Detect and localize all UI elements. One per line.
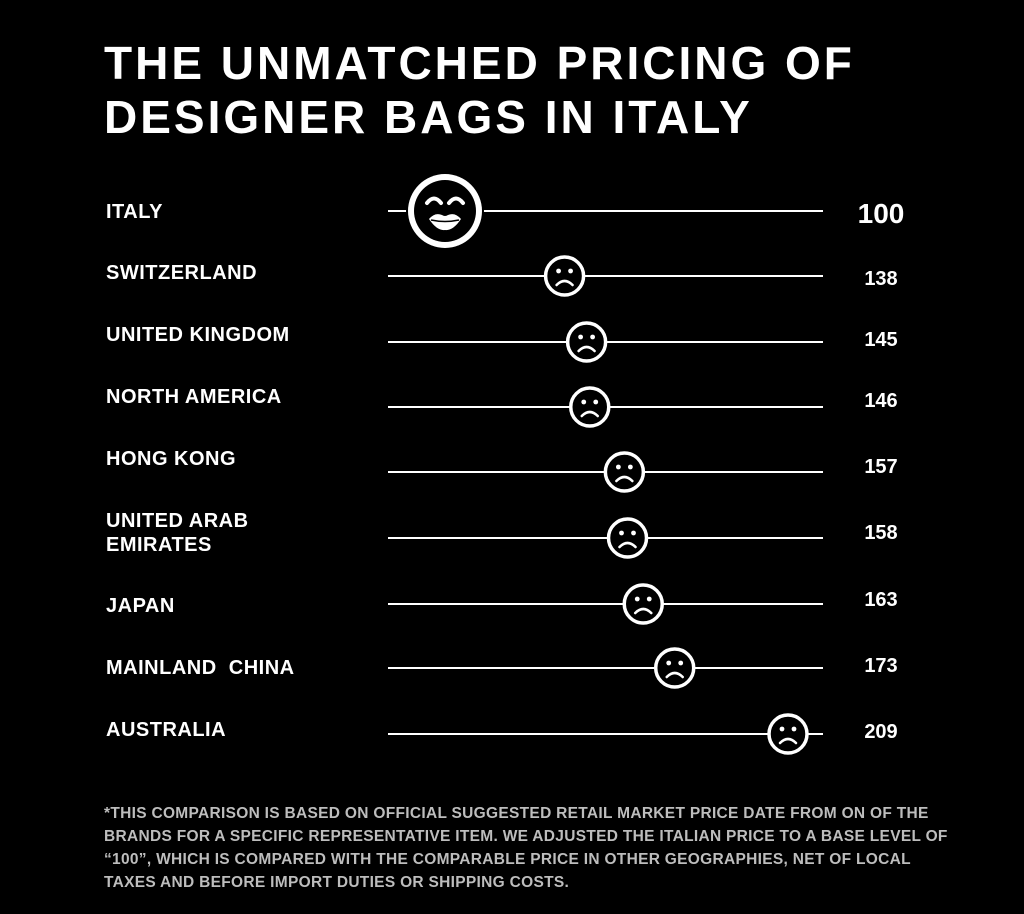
sad-face-mouth [665,671,685,679]
sad-face-icon [653,647,696,689]
row-label-switzerland: SWITZERLAND [106,262,258,284]
sad-face-right-eye [646,596,652,602]
sad-face-marker [603,451,646,493]
sad-face-mouth [778,737,798,745]
sad-face-right-eye [590,334,596,340]
chart-title: THE UNMATCHED PRICING OF DESIGNER BAGS I… [104,36,984,144]
sad-face-right-eye [678,660,684,666]
sad-face-marker [569,386,611,428]
sad-face-right-eye [627,464,633,470]
row-label-italy: ITALY [106,201,163,223]
sad-face-marker [565,321,608,363]
row-label-uae-line-1: UNITED ARAB [106,510,249,532]
sad-face-marker [767,713,809,755]
kiss-face-left-eye [425,196,443,205]
sad-face-left-eye [581,399,587,405]
sad-face-marker [606,517,649,559]
sad-face-mouth [615,475,634,483]
kiss-face-right-eye [447,196,465,205]
row-label-north-america: NORTH AMERICA [106,386,282,408]
value-label-switzerland: 138 [864,268,898,290]
sad-face-icon [606,517,649,559]
footnote: *THIS COMPARISON IS BASED ON OFFICIAL SU… [104,805,948,891]
row-label-australia: AUSTRALIA [106,719,227,741]
sad-face-left-eye [619,530,624,536]
sad-face-left-eye [666,660,672,666]
sad-face-right-eye [631,530,636,536]
chart-title-line-1: THE UNMATCHED PRICING OF [104,37,855,89]
row-label-hong-kong: HONG KONG [106,448,237,470]
sad-face-left-eye [779,726,785,732]
kiss-face-inner [414,180,476,242]
sad-face-icon [603,451,646,493]
row-label-united-kingdom: UNITED KINGDOM [106,324,290,346]
value-label-north-america: 146 [864,390,898,412]
row-label-japan: JAPAN [106,595,175,617]
sad-face-mouth [555,279,574,287]
sad-face-right-eye [593,399,599,405]
sad-face-icon [543,255,586,297]
sad-face-left-eye [578,334,584,340]
sad-face-left-eye [615,464,621,470]
sad-face-mouth [633,607,653,615]
sad-face-icon [569,386,611,428]
value-label-australia: 209 [864,721,898,743]
sad-face-right-eye [791,726,797,732]
sad-face-marker [653,647,696,689]
sad-face-mouth [618,541,637,549]
sad-face-right-eye [568,268,573,274]
sad-face-left-eye [634,596,640,602]
sad-face-left-eye [556,268,561,274]
row-label-uae-line-2: EMIRATES [106,534,212,556]
sad-face-mouth [580,410,600,418]
sad-face-mouth [577,345,596,353]
sad-face-icon [565,321,608,363]
value-label-united-kingdom: 145 [864,329,898,351]
value-label-mainland-china: 173 [864,655,898,677]
value-label-uae: 158 [864,522,898,544]
sad-face-marker [622,583,664,625]
value-label-italy: 100 [857,198,905,229]
sad-face-marker [543,255,586,297]
value-label-japan: 163 [864,589,898,611]
row-label-uae: UNITED ARAB EMIRATES [106,509,376,557]
sad-face-icon [767,713,809,755]
sad-face-icon [622,583,664,625]
kiss-face-lips-line [430,219,460,223]
value-label-hong-kong: 157 [864,456,898,478]
chart-title-line-2: DESIGNER BAGS IN ITALY [104,91,753,143]
row-label-mainland-china: MAINLAND CHINA [106,657,295,679]
kiss-face-marker [406,172,484,250]
